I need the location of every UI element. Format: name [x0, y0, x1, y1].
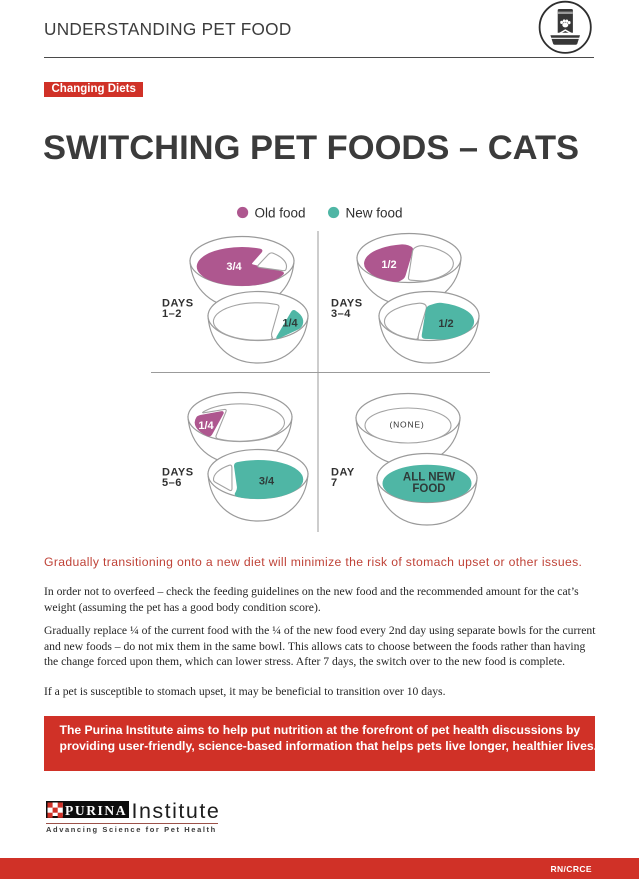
- svg-text:1–2: 1–2: [162, 308, 182, 320]
- svg-text:Old food: Old food: [255, 206, 306, 221]
- svg-text:1/2: 1/2: [381, 259, 396, 271]
- svg-text:1/4: 1/4: [198, 420, 214, 432]
- svg-text:New food: New food: [346, 206, 403, 221]
- svg-text:1/4: 1/4: [282, 318, 298, 330]
- svg-text:DAY: DAY: [331, 467, 355, 479]
- svg-text:DAYS: DAYS: [331, 297, 363, 309]
- svg-text:1/2: 1/2: [438, 318, 453, 330]
- svg-text:7: 7: [331, 477, 338, 489]
- svg-text:3/4: 3/4: [226, 261, 242, 273]
- svg-text:DAYS: DAYS: [162, 467, 194, 479]
- svg-text:DAYS: DAYS: [162, 297, 194, 309]
- svg-text:3–4: 3–4: [331, 308, 351, 320]
- svg-text:3/4: 3/4: [259, 476, 275, 488]
- svg-text:5–6: 5–6: [162, 477, 182, 489]
- svg-text:(NONE): (NONE): [389, 420, 424, 430]
- svg-text:FOOD: FOOD: [412, 483, 445, 495]
- svg-text:ALL NEW: ALL NEW: [403, 472, 455, 484]
